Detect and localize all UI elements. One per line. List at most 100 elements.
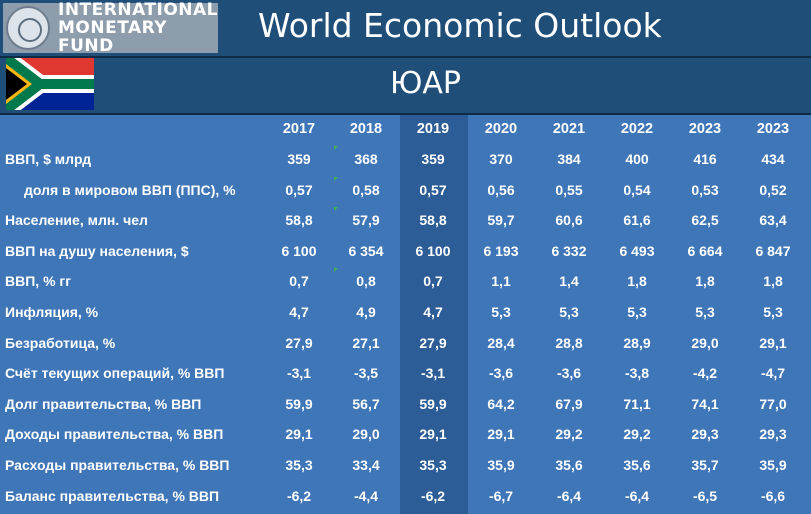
table-cell: 0,7 (423, 273, 443, 290)
table-cell: 59,9 (285, 395, 313, 412)
table-cell: 1,8 (695, 273, 715, 290)
logo-text: INTERNATIONAL MONETARY FUND (58, 1, 218, 55)
table-cell: 64,2 (487, 395, 515, 412)
table-cell: 59,7 (487, 212, 515, 229)
table-row: Доходы правительства, % ВВП 29,1 29,0 29,1 2… (0, 420, 811, 450)
table-cell: 62,5 (691, 212, 719, 229)
table-row: Баланс правительства, % ВВП -6,2 -4,4 -6,2 -… (0, 482, 811, 512)
table-cell: 27,1 (352, 334, 380, 351)
divider (0, 56, 811, 58)
row-label: Доходы правительства, % ВВП (5, 426, 224, 443)
table-cell: 29,1 (285, 426, 313, 443)
table-row: ВВП, % гг 0,7 0,8 0,7 1,1 1,4 1,8 1,8 1,8 (0, 267, 811, 297)
table-cell: 74,1 (691, 395, 719, 412)
table-cell: 29,2 (623, 426, 651, 443)
table-cell: 0,55 (555, 181, 583, 198)
table-cell: -4,4 (353, 487, 379, 504)
table-cell: 4,7 (423, 304, 443, 320)
table-cell: 416 (693, 151, 717, 167)
table-cell: 6 354 (348, 242, 384, 259)
table-cell: 6 493 (619, 242, 655, 259)
year-header: 2017 (282, 121, 316, 137)
cell-marker-icon (334, 268, 338, 273)
table-cell: 0,57 (285, 181, 313, 198)
table-cell: 29,3 (759, 426, 787, 443)
table-cell: 35,3 (285, 457, 313, 473)
row-label: ВВП на душу населения, $ (5, 242, 189, 259)
table-cell: 67,9 (555, 395, 583, 412)
table-row: Расходы правительства, % ВВП 35,3 33,4 35,3… (0, 451, 811, 481)
table-row: доля в мировом ВВП (ППС), % 0,57 0,58 0,57 0… (0, 176, 811, 206)
table-cell: 370 (489, 151, 513, 167)
table-header-row: 2017 2018 2019 2020 2021 2022 2023 2023 (0, 115, 811, 143)
table-cell: 35,9 (487, 457, 515, 473)
table-cell: 1,8 (627, 273, 647, 290)
table-cell: 6 100 (415, 242, 451, 259)
table-cell: 4,9 (356, 304, 376, 320)
table-cell: 384 (557, 151, 581, 167)
row-label: Баланс правительства, % ВВП (5, 487, 220, 504)
table-cell: 368 (354, 151, 378, 167)
cell-marker-icon (334, 176, 338, 181)
table-cell: 0,57 (419, 181, 447, 198)
year-header: 2019 (416, 121, 450, 137)
table-cell: 33,4 (352, 457, 380, 473)
row-label: ВВП, $ млрд (5, 151, 92, 167)
table-cell: 5,3 (627, 304, 647, 320)
table-cell: 61,6 (623, 212, 651, 229)
table-cell: 0,58 (352, 181, 380, 198)
table-cell: 5,3 (695, 304, 715, 320)
table-cell: 0,53 (691, 181, 719, 198)
table-cell: 77,0 (759, 395, 787, 412)
row-label: Население, млн. чел (5, 212, 148, 229)
imf-seal-icon (6, 6, 50, 50)
table-cell: 359 (421, 151, 445, 167)
table-cell: -6,5 (692, 487, 718, 504)
page-title: World Economic Outlook (258, 6, 662, 45)
table-cell: -4,7 (760, 365, 786, 382)
table-cell: 0,56 (487, 181, 515, 198)
table-row: ВВП на душу населения, $ 6 100 6 354 6 100 6… (0, 237, 811, 267)
table-cell: -6,6 (760, 487, 786, 504)
table-cell: 27,9 (285, 334, 313, 351)
table-cell: -6,7 (488, 487, 514, 504)
table-cell: -3,1 (420, 365, 446, 382)
table-cell: 57,9 (352, 212, 380, 229)
table-cell: 0,7 (289, 273, 309, 290)
table-cell: 29,0 (352, 426, 380, 443)
year-header: 2021 (552, 121, 586, 137)
country-band: ЮАР (0, 58, 811, 113)
row-label: Инфляция, % (5, 304, 99, 320)
country-name: ЮАР (390, 66, 462, 101)
table-cell: -3,5 (353, 365, 379, 382)
table-cell: 0,8 (356, 273, 376, 290)
table-cell: 28,4 (487, 334, 515, 351)
table-cell: 0,54 (623, 181, 651, 198)
table-cell: 58,8 (419, 212, 447, 229)
divider (0, 113, 811, 115)
logo-line-2: MONETARY FUND (58, 18, 168, 56)
year-header: 2023 (756, 121, 790, 137)
table-cell: -6,2 (286, 487, 312, 504)
row-label: Расходы правительства, % ВВП (5, 457, 230, 473)
table-cell: 35,3 (419, 457, 447, 473)
table-cell: 28,9 (623, 334, 651, 351)
table-row: Инфляция, % 4,7 4,9 4,7 5,3 5,3 5,3 5,3 5,3 (0, 298, 811, 328)
table-cell: -6,2 (420, 487, 446, 504)
table-cell: 6 100 (281, 242, 317, 259)
row-label: Долг правительства, % ВВП (5, 395, 202, 412)
table-cell: 5,3 (559, 304, 579, 320)
table-cell: -6,4 (556, 487, 582, 504)
table-cell: -3,6 (488, 365, 514, 382)
table-cell: 29,1 (419, 426, 447, 443)
table-cell: 5,3 (763, 304, 783, 320)
table-cell: 29,1 (487, 426, 515, 443)
table-cell: 434 (761, 151, 785, 167)
table-cell: 35,9 (759, 457, 787, 473)
table-cell: 29,2 (555, 426, 583, 443)
table-cell: 60,6 (555, 212, 583, 229)
table-cell: 71,1 (623, 395, 651, 412)
table-cell: 35,6 (623, 457, 651, 473)
table-cell: 1,4 (559, 273, 579, 290)
table-cell: 1,8 (763, 273, 783, 290)
